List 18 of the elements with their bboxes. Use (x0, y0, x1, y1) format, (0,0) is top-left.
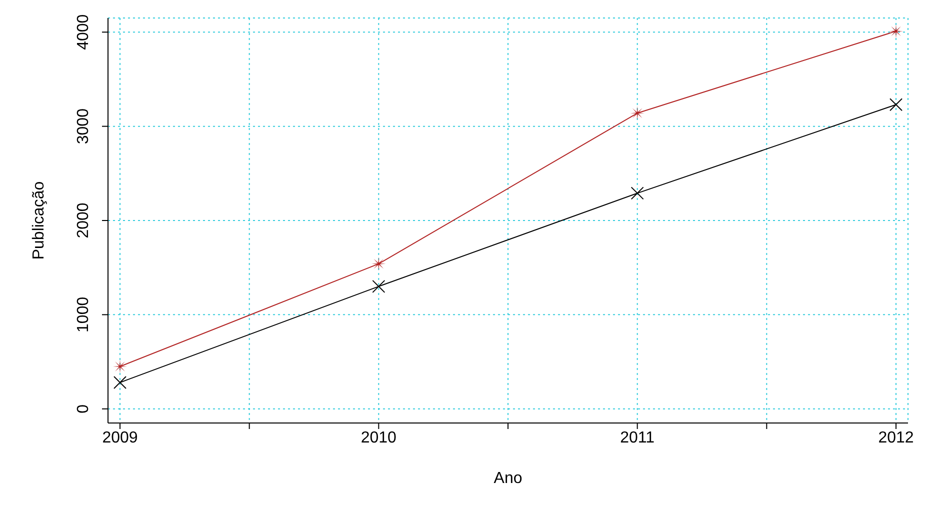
point (630, 186, 644, 200)
point (372, 256, 386, 271)
y-tick-label: 2000 (75, 202, 92, 238)
y-tick-label: 1000 (75, 296, 92, 332)
point (890, 98, 902, 112)
x-tick-label: 2009 (102, 429, 138, 446)
y-tick-label: 4000 (75, 14, 92, 50)
y-tick-label: 0 (75, 404, 92, 414)
x-tick-label: 2012 (878, 429, 914, 446)
y-axis-title: Publicação (30, 181, 48, 260)
y-tick-label: 3000 (75, 108, 92, 144)
point (372, 280, 386, 293)
point (114, 376, 126, 389)
x-tick-label: 2010 (360, 429, 397, 446)
x-axis-title: Ano (494, 470, 522, 487)
point (113, 359, 127, 374)
x-tick-label: 2011 (620, 429, 655, 446)
point (630, 106, 644, 120)
